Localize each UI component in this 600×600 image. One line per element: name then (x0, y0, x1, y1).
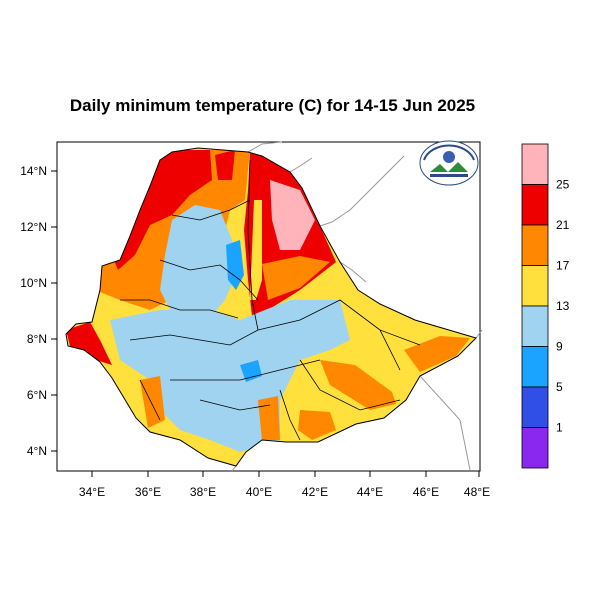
neighbor-borders (231, 141, 483, 472)
x-tick-label: 42°E (302, 485, 328, 499)
legend-label: 25 (556, 178, 570, 192)
legend-swatch (521, 305, 549, 347)
x-tick-label: 40°E (246, 485, 272, 499)
y-tick-label: 14°N (20, 164, 47, 178)
legend-label: 9 (556, 340, 563, 354)
y-tick-label: 8°N (27, 332, 47, 346)
x-tick-label: 38°E (190, 485, 216, 499)
y-tick-label: 6°N (27, 388, 47, 402)
legend-swatch (521, 427, 549, 469)
legend-label: 17 (556, 259, 570, 273)
meteorology-agency-logo-icon (419, 140, 479, 186)
x-tick-label: 48°E (464, 485, 490, 499)
legend-label: 21 (556, 218, 570, 232)
legend-label: 13 (556, 299, 570, 313)
x-tick-label: 34°E (79, 485, 105, 499)
admin-borders (120, 159, 421, 441)
legend-label: 1 (556, 421, 563, 435)
legend-label: 5 (556, 380, 563, 394)
legend-swatch (521, 346, 549, 388)
legend-swatch (521, 265, 549, 307)
x-tick-label: 44°E (357, 485, 383, 499)
legend-swatch (521, 386, 549, 428)
y-tick-label: 12°N (20, 220, 47, 234)
y-tick-label: 10°N (20, 276, 47, 290)
legend-swatch (521, 143, 549, 185)
map-title: Daily minimum temperature (C) for 14-15 … (69, 96, 476, 115)
country-border (65, 147, 477, 467)
color-legend (521, 143, 549, 469)
axis-ticks (51, 170, 480, 477)
x-tick-label: 36°E (135, 485, 161, 499)
legend-swatch (521, 184, 549, 226)
x-tick-label: 46°E (413, 485, 439, 499)
legend-swatch (521, 224, 549, 266)
y-tick-label: 4°N (27, 444, 47, 458)
